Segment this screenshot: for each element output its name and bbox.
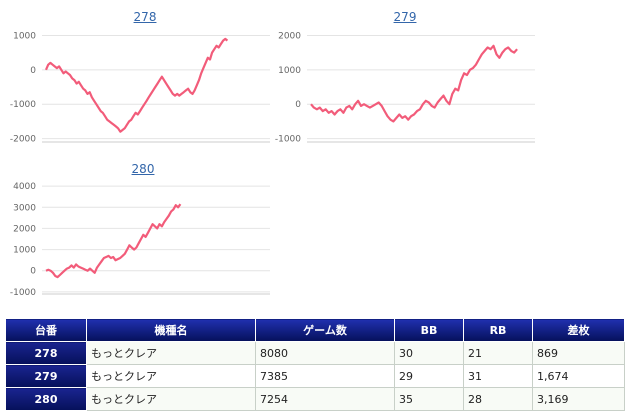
chart-title-278[interactable]: 278	[133, 10, 157, 24]
table-row[interactable]: 278 もっとクレア 8080 30 21 869	[5, 341, 625, 365]
difference-cell: 3,169	[532, 387, 625, 411]
game-count-cell: 7385	[255, 364, 395, 388]
y-tick-label: -1000	[10, 100, 36, 110]
rb-cell: 31	[463, 364, 533, 388]
y-tick-label: 2000	[13, 224, 36, 234]
bb-cell: 30	[394, 341, 464, 365]
machine-data-table: 台番 機種名 ゲーム数 BB RB 差枚 278 もっとクレア 8080 30 …	[5, 318, 625, 411]
y-tick-label: 0	[295, 100, 301, 110]
bb-cell: 29	[394, 364, 464, 388]
y-tick-label: -2000	[10, 135, 36, 145]
machine-name-cell: もっとクレア	[86, 387, 256, 411]
y-tick-label: 0	[30, 267, 36, 277]
y-tick-label: 4000	[13, 182, 36, 192]
chart-278: 1000 0 -1000 -2000	[10, 31, 270, 145]
y-tick-label: -1000	[275, 135, 301, 145]
chart-280: 4000 3000 2000 1000 0 -1000	[10, 182, 270, 298]
table-row[interactable]: 279 もっとクレア 7385 29 31 1,674	[5, 364, 625, 388]
header-rb: RB	[463, 318, 533, 342]
machine-name-cell: もっとクレア	[86, 364, 256, 388]
y-tick-label: 1000	[13, 31, 36, 41]
header-bb: BB	[394, 318, 464, 342]
table-row[interactable]: 280 もっとクレア 7254 35 28 3,169	[5, 387, 625, 411]
rb-cell: 21	[463, 341, 533, 365]
header-machine-number: 台番	[5, 318, 87, 342]
machine-name-cell: もっとクレア	[86, 341, 256, 365]
series-line-280	[45, 203, 182, 279]
chart-279: 2000 1000 0 -1000	[275, 31, 535, 145]
series-line-278	[44, 37, 229, 133]
y-tick-label: 3000	[13, 203, 36, 213]
machine-number-cell[interactable]: 279	[5, 364, 87, 388]
y-tick-label: -1000	[10, 288, 36, 298]
game-count-cell: 7254	[255, 387, 395, 411]
game-count-cell: 8080	[255, 341, 395, 365]
y-tick-label: 2000	[278, 31, 301, 41]
y-tick-label: 1000	[13, 246, 36, 256]
chart-title-280[interactable]: 280	[131, 162, 155, 176]
header-difference: 差枚	[532, 318, 625, 342]
machine-number-cell[interactable]: 280	[5, 387, 87, 411]
header-machine-name: 機種名	[86, 318, 256, 342]
rb-cell: 28	[463, 387, 533, 411]
series-line-279	[310, 44, 518, 123]
bb-cell: 35	[394, 387, 464, 411]
y-tick-label: 0	[30, 66, 36, 76]
machine-number-cell[interactable]: 278	[5, 341, 87, 365]
chart-title-279[interactable]: 279	[393, 10, 417, 24]
header-game-count: ゲーム数	[255, 318, 395, 342]
difference-cell: 869	[532, 341, 625, 365]
y-tick-label: 1000	[278, 66, 301, 76]
table-header-row: 台番 機種名 ゲーム数 BB RB 差枚	[5, 318, 625, 342]
difference-cell: 1,674	[532, 364, 625, 388]
